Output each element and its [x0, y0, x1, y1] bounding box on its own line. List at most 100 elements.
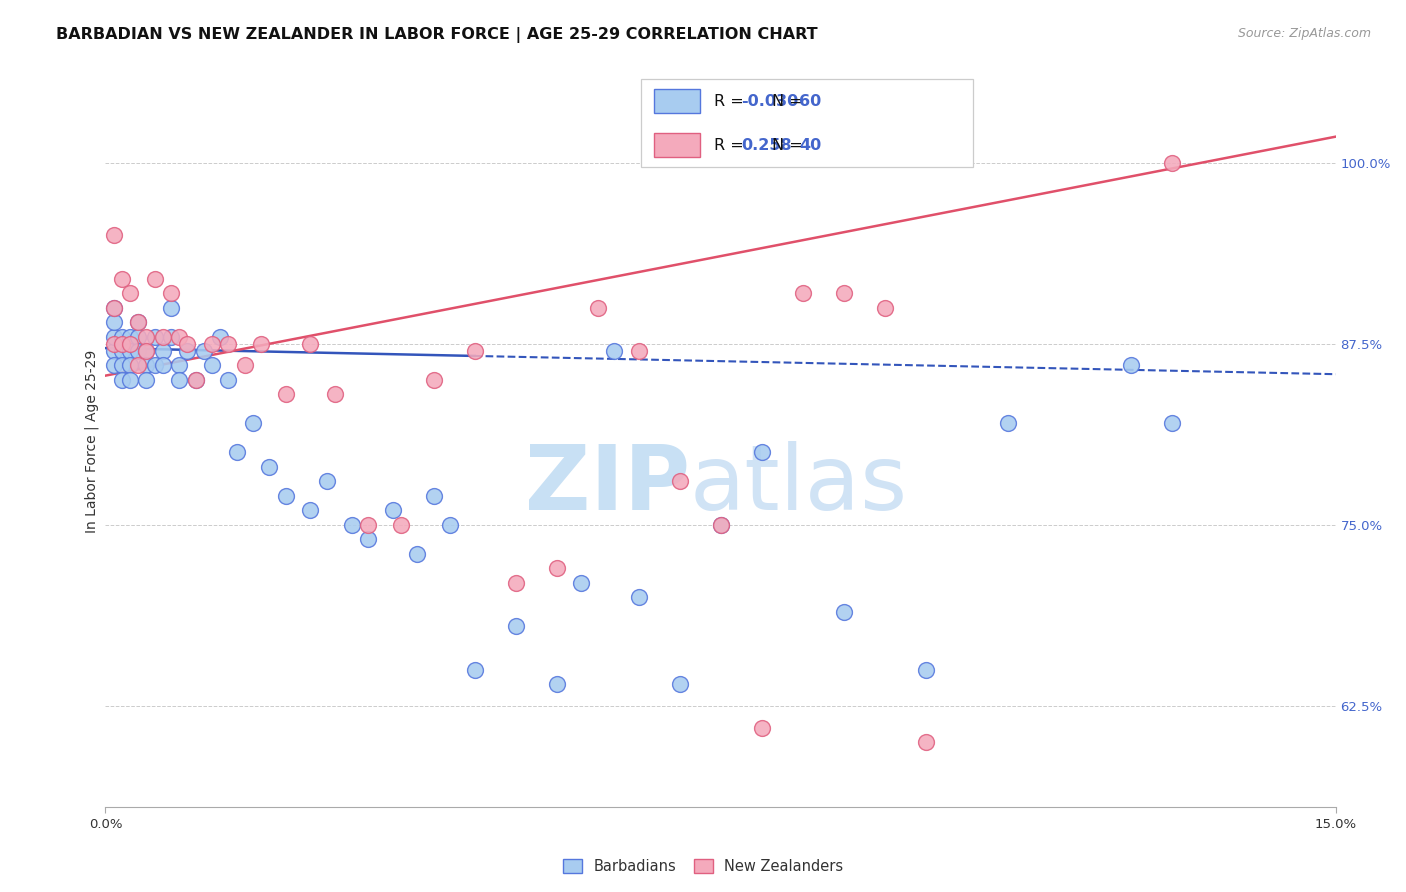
Point	[250, 336, 273, 351]
Point	[710, 517, 733, 532]
Point	[120, 329, 141, 343]
Y-axis label: In Labor Force | Age 25-29: In Labor Force | Age 25-29	[84, 350, 98, 533]
FancyBboxPatch shape	[654, 133, 700, 157]
Point	[103, 344, 125, 359]
Point	[274, 387, 297, 401]
Point	[406, 547, 429, 561]
Point	[422, 373, 444, 387]
Point	[569, 575, 592, 590]
Point	[603, 344, 626, 359]
Point	[323, 387, 346, 401]
Point	[169, 373, 191, 387]
Point	[120, 359, 141, 373]
Text: N =: N =	[772, 94, 807, 109]
Point	[111, 359, 134, 373]
Point	[184, 373, 207, 387]
Point	[422, 489, 444, 503]
Point	[111, 329, 134, 343]
Point	[103, 329, 125, 343]
Text: N =: N =	[772, 137, 807, 153]
Point	[233, 359, 256, 373]
Point	[127, 315, 149, 329]
Point	[176, 344, 198, 359]
FancyBboxPatch shape	[641, 79, 973, 168]
Point	[381, 503, 404, 517]
Point	[160, 286, 183, 301]
Point	[103, 228, 125, 243]
Point	[169, 329, 191, 343]
Text: R =: R =	[714, 137, 748, 153]
Point	[111, 271, 134, 285]
Text: 40: 40	[800, 137, 821, 153]
Text: R =: R =	[714, 94, 748, 109]
Point	[627, 344, 650, 359]
Point	[152, 329, 174, 343]
Point	[127, 344, 149, 359]
Text: atlas: atlas	[690, 442, 908, 530]
Point	[127, 359, 149, 373]
Point	[135, 344, 157, 359]
Point	[120, 373, 141, 387]
Point	[242, 417, 264, 431]
Point	[914, 663, 936, 677]
Point	[505, 619, 527, 633]
Point	[103, 336, 125, 351]
Point	[135, 329, 157, 343]
Point	[1160, 155, 1182, 169]
Point	[668, 475, 690, 489]
Point	[209, 329, 232, 343]
Point	[832, 286, 855, 301]
Point	[710, 517, 733, 532]
Point	[169, 359, 191, 373]
Point	[135, 373, 157, 387]
Point	[914, 735, 936, 749]
Point	[997, 417, 1019, 431]
Point	[316, 475, 339, 489]
Point	[751, 445, 773, 459]
Point	[357, 517, 380, 532]
Point	[299, 503, 322, 517]
Point	[464, 344, 486, 359]
Point	[832, 605, 855, 619]
Point	[546, 677, 568, 691]
Point	[160, 301, 183, 315]
Point	[103, 301, 125, 315]
Point	[668, 677, 690, 691]
Point	[546, 561, 568, 575]
Point	[143, 359, 166, 373]
Point	[792, 286, 814, 301]
Point	[184, 373, 207, 387]
Point	[439, 517, 461, 532]
Point	[193, 344, 215, 359]
Point	[152, 344, 174, 359]
Point	[103, 359, 125, 373]
Point	[160, 329, 183, 343]
Point	[111, 373, 134, 387]
Text: ZIP: ZIP	[524, 442, 690, 530]
Point	[873, 301, 896, 315]
Point	[274, 489, 297, 503]
Point	[464, 663, 486, 677]
Point	[505, 575, 527, 590]
FancyBboxPatch shape	[654, 89, 700, 113]
Point	[127, 315, 149, 329]
Text: 60: 60	[800, 94, 821, 109]
Point	[357, 533, 380, 547]
Point	[120, 344, 141, 359]
Point	[627, 591, 650, 605]
Point	[389, 517, 412, 532]
Point	[1119, 359, 1142, 373]
Point	[127, 329, 149, 343]
Point	[135, 344, 157, 359]
Point	[586, 301, 609, 315]
Point	[751, 721, 773, 735]
Point	[103, 315, 125, 329]
Legend: Barbadians, New Zealanders: Barbadians, New Zealanders	[557, 854, 849, 880]
Text: Source: ZipAtlas.com: Source: ZipAtlas.com	[1237, 27, 1371, 40]
Text: BARBADIAN VS NEW ZEALANDER IN LABOR FORCE | AGE 25-29 CORRELATION CHART: BARBADIAN VS NEW ZEALANDER IN LABOR FORC…	[56, 27, 818, 43]
Point	[143, 271, 166, 285]
Point	[201, 336, 224, 351]
Point	[120, 286, 141, 301]
Point	[225, 445, 247, 459]
Point	[111, 344, 134, 359]
